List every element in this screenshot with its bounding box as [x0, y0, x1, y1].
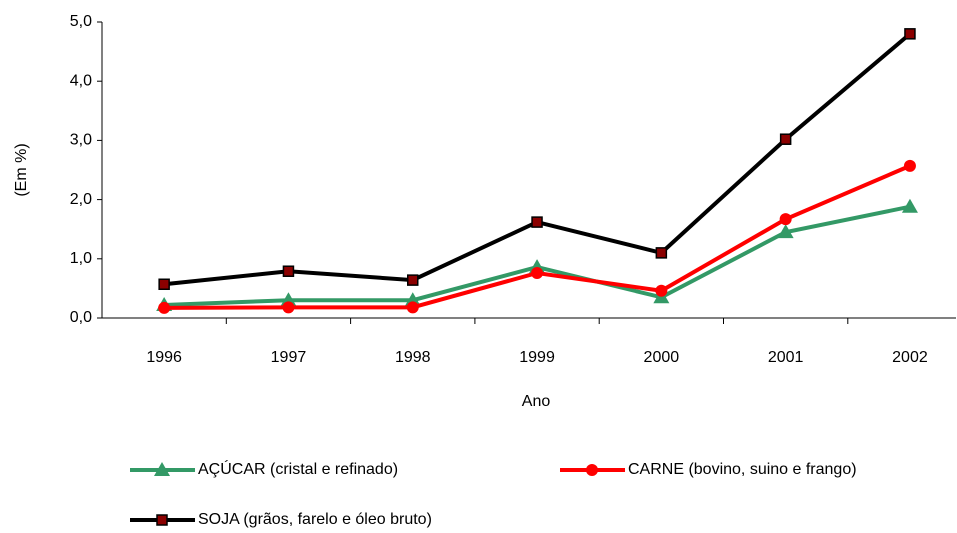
marker [531, 267, 544, 280]
x-tick-label: 1996 [146, 349, 182, 366]
marker [407, 274, 419, 286]
marker [655, 247, 668, 259]
legend-label: CARNE (bovino, suino e frango) [628, 461, 857, 478]
marker [779, 133, 792, 145]
marker [158, 278, 170, 291]
y-tick-label: 4,0 [70, 72, 92, 89]
y-axis-title: (Em %) [13, 143, 30, 196]
y-tick-label: 2,0 [70, 191, 92, 208]
x-tick-label: 2002 [892, 349, 928, 366]
marker [779, 213, 792, 226]
marker [901, 198, 918, 213]
x-tick-label: 1998 [395, 349, 431, 366]
marker [903, 159, 916, 172]
marker [158, 301, 171, 314]
y-tick-label: 0,0 [70, 309, 92, 326]
marker [904, 28, 916, 40]
legend-marker [154, 462, 170, 476]
y-tick-label: 3,0 [70, 132, 92, 149]
marker [282, 301, 295, 314]
series-line [163, 32, 912, 287]
y-tick-label: 5,0 [70, 13, 92, 30]
marker [531, 216, 543, 228]
x-tick-label: 1999 [519, 349, 555, 366]
x-axis-title: Ano [522, 393, 551, 410]
marker [282, 265, 295, 277]
marker [655, 284, 668, 297]
series-line [164, 164, 911, 310]
marker [777, 224, 794, 239]
legend-marker [586, 464, 598, 476]
legend-marker [156, 514, 168, 526]
x-tick-label: 1997 [271, 349, 307, 366]
legend-label: AÇÚCAR (cristal e refinado) [198, 459, 398, 478]
y-tick-label: 1,0 [70, 250, 92, 267]
marker [404, 292, 421, 307]
x-tick-label: 2001 [768, 349, 804, 366]
legend-label: SOJA (grãos, farelo e óleo bruto) [198, 511, 432, 528]
x-tick-label: 2000 [644, 349, 680, 366]
marker [280, 292, 297, 307]
marker [406, 301, 419, 314]
